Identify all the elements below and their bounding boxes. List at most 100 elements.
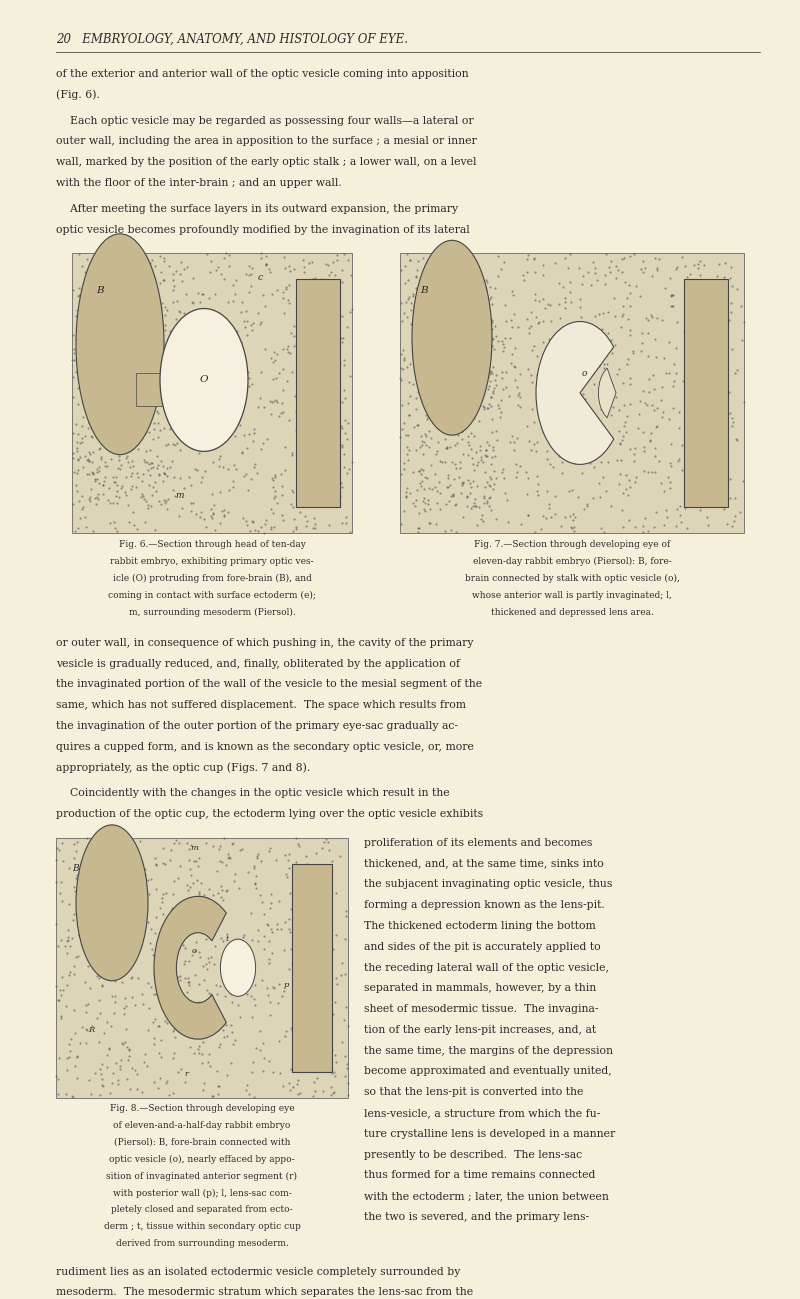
Point: [469, 343, 482, 364]
Point: [97, 430, 110, 451]
Point: [414, 361, 427, 382]
Point: [169, 1026, 182, 1047]
Point: [701, 300, 714, 321]
Point: [334, 485, 346, 505]
Point: [536, 310, 549, 331]
Point: [411, 294, 424, 314]
Point: [460, 314, 473, 335]
Point: [713, 255, 726, 275]
Point: [403, 249, 416, 270]
Point: [166, 270, 179, 291]
Point: [413, 517, 426, 538]
Point: [76, 433, 89, 453]
Point: [710, 329, 723, 349]
Point: [73, 925, 86, 946]
Point: [123, 288, 136, 309]
Point: [468, 349, 481, 370]
Bar: [296, 279, 340, 507]
Point: [568, 387, 581, 408]
Point: [153, 273, 166, 294]
Point: [338, 410, 351, 431]
Point: [178, 938, 191, 959]
Point: [150, 907, 162, 927]
Text: the two is severed, and the primary lens-: the two is severed, and the primary lens…: [364, 1212, 589, 1222]
Point: [432, 472, 445, 492]
Point: [198, 509, 210, 530]
Point: [85, 347, 98, 368]
Point: [148, 1033, 161, 1053]
Point: [263, 898, 276, 918]
Point: [68, 999, 81, 1020]
Point: [480, 335, 493, 356]
Point: [477, 451, 490, 472]
Point: [406, 461, 419, 482]
Point: [416, 472, 429, 492]
Text: B: B: [420, 286, 428, 295]
Point: [97, 420, 110, 440]
Point: [485, 387, 498, 408]
Point: [678, 256, 691, 277]
Point: [298, 505, 311, 526]
Point: [94, 1059, 106, 1079]
Point: [75, 1017, 88, 1038]
Point: [159, 492, 172, 513]
Point: [404, 386, 417, 407]
Point: [254, 312, 267, 333]
Point: [338, 929, 351, 950]
Point: [85, 321, 98, 342]
Point: [74, 320, 87, 340]
Point: [89, 413, 102, 434]
Point: [206, 503, 219, 523]
Point: [132, 410, 145, 431]
Point: [405, 294, 418, 314]
Point: [228, 283, 241, 304]
Point: [220, 243, 233, 264]
Point: [131, 968, 144, 989]
Point: [137, 994, 150, 1015]
Text: mesoderm.  The mesodermic stratum which separates the lens-sac from the: mesoderm. The mesodermic stratum which s…: [56, 1287, 473, 1298]
Point: [691, 482, 704, 503]
Point: [279, 844, 292, 865]
Point: [62, 926, 74, 947]
Point: [306, 392, 319, 413]
Point: [64, 935, 77, 956]
Point: [168, 870, 181, 891]
Point: [232, 348, 245, 369]
Point: [478, 462, 491, 483]
Point: [316, 455, 329, 475]
Point: [637, 381, 650, 401]
Point: [210, 983, 223, 1004]
Point: [217, 334, 230, 355]
Point: [206, 1086, 218, 1107]
Point: [72, 394, 85, 414]
Point: [474, 447, 487, 468]
Point: [654, 473, 667, 494]
Point: [263, 261, 276, 282]
Point: [218, 368, 230, 388]
Point: [620, 479, 633, 500]
Point: [235, 442, 248, 462]
Point: [282, 342, 294, 362]
Point: [215, 264, 228, 284]
Point: [198, 885, 210, 905]
Point: [254, 851, 267, 872]
Point: [220, 881, 233, 902]
Point: [621, 405, 634, 426]
Point: [244, 986, 257, 1007]
Point: [616, 500, 629, 521]
Point: [130, 378, 143, 399]
Point: [430, 413, 442, 434]
Point: [264, 1004, 277, 1025]
Point: [418, 291, 430, 312]
Point: [258, 904, 270, 925]
Point: [286, 361, 299, 382]
Point: [400, 486, 413, 507]
Point: [730, 360, 743, 381]
Point: [596, 373, 609, 394]
Point: [172, 966, 185, 987]
Point: [134, 362, 146, 383]
Point: [624, 320, 637, 340]
Point: [599, 274, 612, 295]
Point: [134, 360, 146, 381]
Point: [644, 430, 657, 451]
